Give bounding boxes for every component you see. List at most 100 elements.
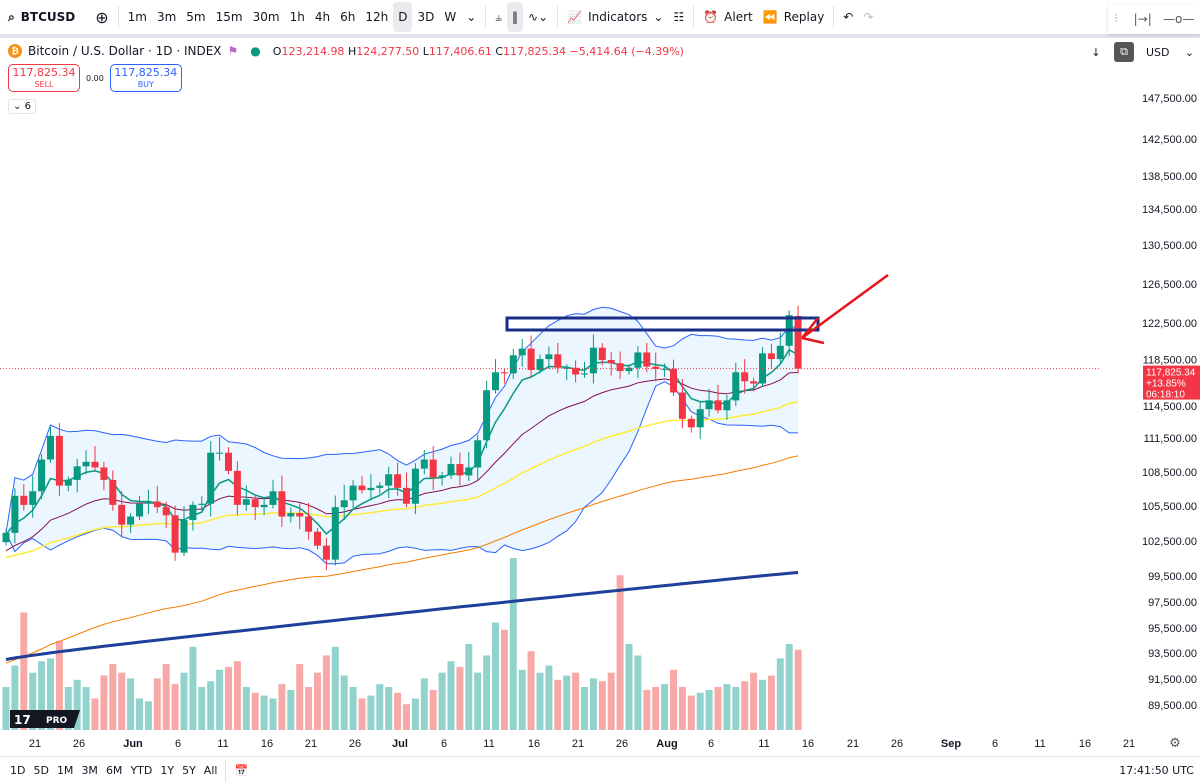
go-to-date-button[interactable]: 📅: [230, 760, 252, 782]
y-tick-label: 147,500.00: [1142, 93, 1197, 105]
bar-type-button[interactable]: ⫨: [490, 2, 507, 32]
interval-6h[interactable]: 6h: [340, 10, 356, 24]
redo-button[interactable]: ↷: [858, 2, 878, 32]
interval-D[interactable]: D: [393, 2, 413, 32]
interval-5m[interactable]: 5m: [186, 10, 206, 24]
interval-3m[interactable]: 3m: [156, 10, 177, 24]
candle-body: [732, 372, 740, 401]
price-chart[interactable]: 147,500.00 142,500.00 138,500.00 134,500.00…: [0, 38, 1200, 756]
sell-button[interactable]: 117,825.34 SELL: [8, 64, 80, 92]
candle-body: [634, 352, 642, 368]
interval-list: 1m 3m 5m 15m 30m 1h 4h 6h 12h D 3D W: [123, 2, 462, 32]
date-range-icon[interactable]: |→|: [1133, 12, 1152, 26]
volume-bar: [55, 641, 63, 730]
x-tick-label: 26: [891, 738, 903, 750]
y-tick-label: 126,500.00: [1142, 279, 1197, 291]
volume-bar: [127, 678, 135, 730]
volume-bar: [20, 612, 28, 730]
candle-body: [492, 372, 499, 391]
auto-scale-button[interactable]: ⧉: [1114, 42, 1134, 62]
candle: [687, 415, 695, 433]
drag-handle-icon[interactable]: ⠇: [1113, 12, 1123, 26]
indicators-collapse-button[interactable]: ⌄ 6: [8, 99, 36, 114]
flag-icon[interactable]: ⚑: [227, 44, 239, 58]
volume-bar: [358, 698, 366, 730]
volume-bar: [563, 675, 571, 730]
range-list: 1D 5D 1M 3M 6M YTD 1Y 5Y All: [6, 760, 221, 782]
candle: [340, 484, 348, 520]
volume-bar: [136, 698, 143, 730]
candle: [794, 305, 802, 374]
volume-bar: [153, 678, 161, 730]
y-tick-label: 114,500.00: [1143, 401, 1197, 413]
layouts-button[interactable]: ☷: [668, 2, 689, 32]
candle: [643, 342, 651, 373]
range-6M[interactable]: 6M: [105, 764, 123, 777]
x-tick-label: Sep: [941, 738, 961, 750]
range-5Y[interactable]: 5Y: [182, 764, 196, 777]
bottom-toolbar: 1D 5D 1M 3M 6M YTD 1Y 5Y All 📅 17:41:50 UTC: [0, 756, 1200, 784]
range-YTD[interactable]: YTD: [130, 764, 153, 777]
range-1Y[interactable]: 1Y: [160, 764, 175, 777]
interval-4h[interactable]: 4h: [314, 10, 331, 24]
interval-1h[interactable]: 1h: [289, 10, 305, 24]
replay-button[interactable]: ⏪ Replay: [758, 2, 830, 32]
volume-bar: [456, 666, 464, 730]
candles-button[interactable]: ‖: [507, 2, 524, 32]
interval-dropdown[interactable]: ⌄: [461, 2, 481, 32]
buy-button[interactable]: 117,825.34 BUY: [109, 64, 182, 92]
volume-bar: [225, 666, 232, 730]
candle: [20, 484, 28, 511]
candle: [38, 454, 46, 500]
range-All[interactable]: All: [203, 764, 218, 777]
candle: [180, 506, 188, 557]
candle-body: [411, 468, 419, 504]
volume-bar: [340, 675, 348, 730]
volume-bar: [233, 661, 241, 730]
interval-W[interactable]: W: [444, 10, 457, 24]
horizontal-line-icon[interactable]: —o—: [1163, 12, 1195, 26]
volume-bar: [661, 684, 669, 730]
candle-body: [198, 503, 206, 505]
line-type-button[interactable]: ∿ ⌄: [523, 2, 553, 32]
alert-button[interactable]: ⏰ Alert: [698, 2, 758, 32]
volume-bar: [2, 687, 10, 730]
candle-body: [385, 474, 393, 486]
x-tick-label: 21: [572, 738, 584, 750]
symbol-search[interactable]: ⌕ BTCUSD: [0, 2, 80, 32]
x-tick-label: 21: [29, 738, 41, 750]
scroll-down-button[interactable]: ↓: [1086, 42, 1106, 62]
ma-orange: [5, 455, 799, 664]
indicators-button[interactable]: 📈 Indicators ⌄: [562, 2, 668, 32]
range-1M[interactable]: 1M: [56, 764, 74, 777]
interval-12h[interactable]: 12h: [365, 10, 389, 24]
range-3M[interactable]: 3M: [81, 764, 98, 777]
y-tick-label: 97,500.00: [1148, 597, 1197, 609]
candle: [233, 461, 241, 516]
utc-clock[interactable]: 17:41:50 UTC: [1119, 764, 1194, 777]
volume-bar: [331, 646, 339, 730]
compare-button[interactable]: ⊕: [90, 2, 113, 32]
line-chart-icon: ∿: [528, 10, 539, 24]
candle: [287, 507, 295, 523]
range-5D[interactable]: 5D: [33, 764, 49, 777]
candle-body: [767, 353, 775, 360]
candle: [296, 503, 304, 530]
candle: [465, 451, 473, 482]
interval-1m[interactable]: 1m: [127, 10, 147, 24]
currency-select[interactable]: USD ⌄: [1142, 42, 1194, 62]
interval-15m[interactable]: 15m: [215, 10, 243, 24]
candle: [207, 441, 215, 517]
volume-bar: [527, 651, 535, 730]
volume-bar: [785, 644, 793, 730]
range-1D[interactable]: 1D: [10, 764, 26, 777]
chart-legend: ₿ Bitcoin / U.S. Dollar · 1D · INDEX ⚑ ●…: [8, 44, 684, 58]
interval-30m[interactable]: 30m: [252, 10, 280, 24]
candle-body: [723, 400, 731, 411]
candle-body: [483, 390, 491, 441]
symbol-title[interactable]: Bitcoin / U.S. Dollar · 1D · INDEX: [28, 44, 222, 58]
candle: [661, 363, 669, 377]
interval-3D[interactable]: 3D: [417, 10, 435, 24]
undo-button[interactable]: ↶: [838, 2, 858, 32]
volume-bar: [438, 672, 446, 730]
